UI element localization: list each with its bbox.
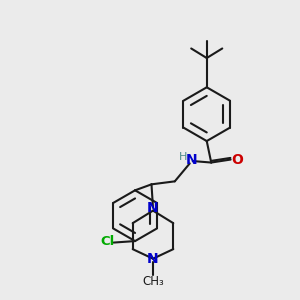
Text: N: N — [147, 201, 159, 214]
Text: N: N — [147, 252, 159, 266]
Text: Cl: Cl — [100, 236, 114, 248]
Text: N: N — [185, 154, 197, 167]
Text: O: O — [231, 153, 243, 166]
Text: CH₃: CH₃ — [142, 275, 164, 288]
Text: H: H — [179, 152, 187, 162]
